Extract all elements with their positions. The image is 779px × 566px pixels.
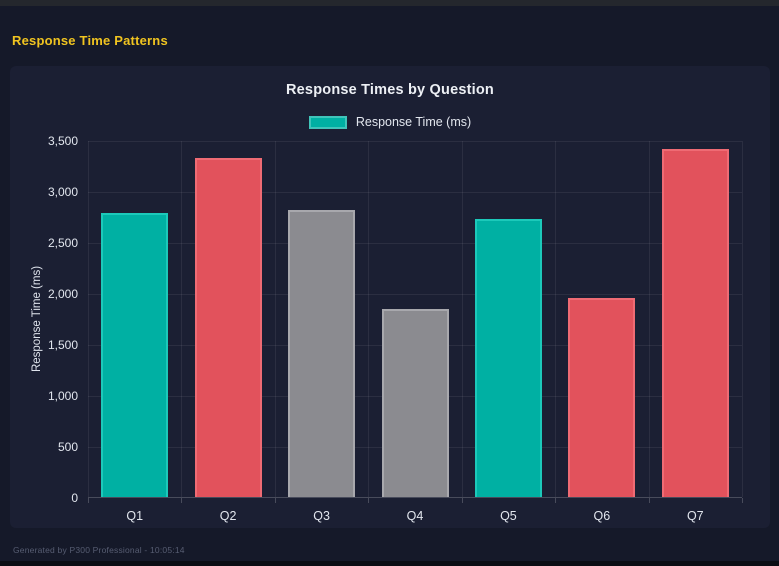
gridline-v	[181, 141, 183, 497]
x-tick-label-q6: Q6	[593, 509, 611, 523]
gridline-h	[88, 243, 742, 244]
legend-item-response-time[interactable]: Response Time (ms)	[308, 115, 472, 129]
gridline-v	[368, 141, 370, 497]
gridline-v	[88, 141, 89, 497]
bar-q7[interactable]	[661, 149, 729, 497]
footer-note: Generated by P300 Professional - 10:05:1…	[13, 545, 185, 555]
bar-q6[interactable]	[568, 298, 636, 497]
y-tick-label: 0	[71, 491, 78, 505]
chart-panel: Response Times by Question Response Time…	[10, 66, 770, 528]
x-tick-label-q5: Q5	[500, 509, 517, 523]
chart-legend: Response Time (ms)	[10, 115, 770, 129]
gridline-v	[555, 141, 557, 497]
top-bar	[0, 0, 779, 6]
legend-label: Response Time (ms)	[355, 115, 472, 129]
y-tick-label: 500	[57, 440, 78, 454]
gridline-v	[742, 141, 743, 497]
gridline-h	[88, 192, 742, 193]
x-axis-tickmark	[555, 498, 557, 503]
x-axis-tickmark	[88, 498, 89, 503]
page-title: Response Time Patterns	[12, 33, 168, 48]
x-axis-tickmark	[648, 498, 650, 503]
gridline-h	[88, 141, 742, 142]
y-tick-label: 3,500	[47, 134, 78, 148]
x-tick-label-q2: Q2	[219, 509, 237, 523]
bottom-strip	[0, 561, 779, 566]
y-tick-label: 1,000	[47, 389, 78, 403]
bar-q1[interactable]	[101, 212, 169, 497]
y-tick-label: 2,500	[47, 236, 78, 250]
x-tick-label-q4: Q4	[406, 509, 424, 523]
x-tick-label-q7: Q7	[686, 509, 704, 523]
y-tick-label: 1,500	[47, 338, 78, 352]
x-axis-tickmark	[742, 498, 743, 503]
x-tick-label-q1: Q1	[126, 509, 144, 523]
plot-area	[88, 141, 743, 503]
y-tick-label: 3,000	[47, 185, 78, 199]
bar-q4[interactable]	[381, 308, 449, 497]
x-axis-tickmark	[368, 498, 370, 503]
gridline-v	[274, 141, 276, 497]
gridline-h	[88, 294, 742, 295]
chart-title: Response Times by Question	[286, 82, 494, 98]
bar-q3[interactable]	[288, 209, 356, 497]
bar-q5[interactable]	[474, 219, 542, 497]
x-tick-label-q3: Q3	[313, 509, 330, 523]
x-axis-tickmark	[274, 498, 276, 503]
x-axis-tickmark	[181, 498, 183, 503]
legend-swatch	[308, 115, 347, 129]
bar-q2[interactable]	[194, 158, 262, 497]
x-axis-tickmark	[461, 498, 463, 503]
gridline-v	[461, 141, 463, 497]
gridline-v	[648, 141, 650, 497]
y-tick-label: 2,000	[47, 287, 78, 301]
